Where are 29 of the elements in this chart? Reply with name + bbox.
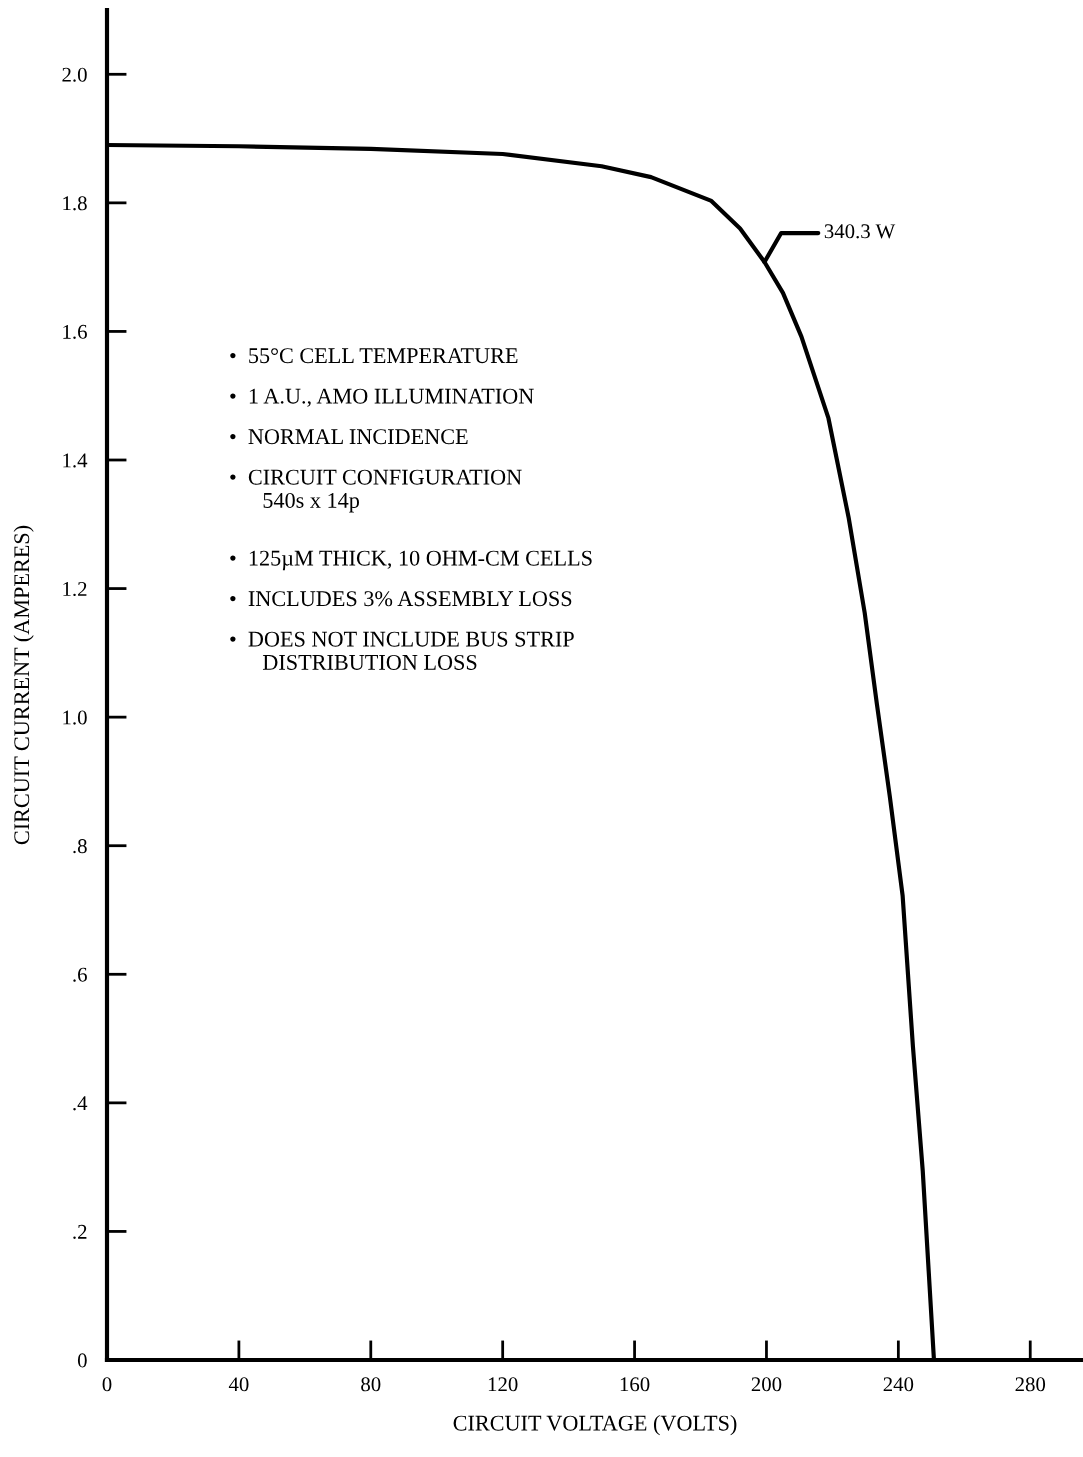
y-tick-label: 1.0 bbox=[63, 710, 87, 725]
annotation: • 55°C CELL TEMPERATURE bbox=[230, 348, 518, 364]
y-tick-label: 1.2 bbox=[63, 582, 87, 597]
y-tick-label: .6 bbox=[73, 967, 87, 982]
y-tick-label: 1.6 bbox=[63, 324, 87, 339]
annotation: • NORMAL INCIDENCE bbox=[230, 429, 468, 445]
annotation: • DOES NOT INCLUDE BUS STRIP DISTRIBUTION LOSS bbox=[230, 631, 574, 670]
annotation: • INCLUDES 3% ASSEMBLY LOSS bbox=[230, 591, 572, 607]
y-tick-label: 2.0 bbox=[62, 67, 87, 82]
annotation: • 1 A.U., AMO ILLUMINATION bbox=[230, 388, 534, 407]
x-tick-label: 240 bbox=[883, 1377, 914, 1392]
y-tick-label: 0 bbox=[77, 1353, 87, 1368]
x-tick-label: 200 bbox=[751, 1377, 782, 1392]
annotation: • 125µM THICK, 10 OHM-CM CELLS bbox=[230, 550, 592, 571]
y-tick-label: .2 bbox=[73, 1224, 87, 1239]
x-tick-label: 40 bbox=[228, 1377, 249, 1392]
annotation: • CIRCUIT CONFIGURATION 540s x 14p bbox=[230, 469, 522, 513]
y-tick-label: .8 bbox=[73, 839, 87, 854]
y-tick-label: .4 bbox=[73, 1096, 88, 1111]
y-tick-label: 1.8 bbox=[63, 196, 87, 211]
x-tick-label: 0 bbox=[102, 1377, 112, 1392]
x-tick-label: 120 bbox=[488, 1377, 518, 1392]
annotation: 340.3 W bbox=[824, 224, 896, 239]
y-axis-title: CIRCUIT CURRENT (AMPERES) bbox=[13, 525, 34, 845]
x-tick-label: 80 bbox=[361, 1377, 381, 1392]
x-axis-title: CIRCUIT VOLTAGE (VOLTS) bbox=[453, 1415, 737, 1436]
x-tick-label: 280 bbox=[1015, 1377, 1046, 1392]
y-tick-label: 1.4 bbox=[63, 453, 88, 468]
x-tick-label: 160 bbox=[620, 1377, 650, 1392]
